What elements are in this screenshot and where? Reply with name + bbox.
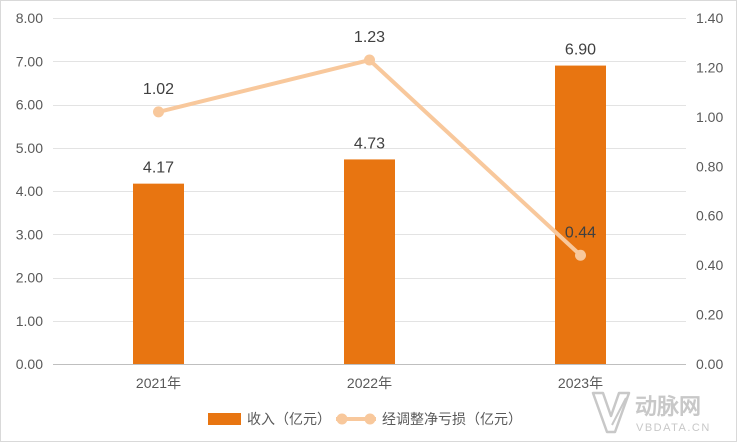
line-series [153,54,586,261]
bar [555,65,606,364]
x-tick-label: 2021年 [136,375,181,391]
legend-label-bar: 收入（亿元） [247,411,331,427]
right-tick-label: 0.80 [696,158,723,174]
bar-data-label: 4.73 [354,135,385,152]
left-tick-label: 2.00 [16,270,43,286]
legend-label-line: 经调整净亏损（亿元） [382,411,522,427]
bar-series [133,65,606,364]
right-tick-label: 0.20 [696,307,723,323]
left-tick-label: 6.00 [16,97,43,113]
right-axis-ticks: 0.00 0.20 0.40 0.60 0.80 1.00 1.20 1.40 [696,10,723,372]
x-tick-label: 2022年 [347,375,392,391]
x-tick-label: 2023年 [558,375,603,391]
left-tick-label: 5.00 [16,140,43,156]
vbdata-logo-icon: 动脉网 VBDATA.CN [591,391,711,434]
line-data-label: 0.44 [565,224,596,241]
bar [344,159,395,364]
x-axis-ticks: 2021年 2022年 2023年 [136,375,603,391]
legend-marker-line [336,413,348,425]
right-tick-label: 0.60 [696,208,723,224]
line-point [575,249,586,261]
legend-item-line: 经调整净亏损（亿元） [336,411,522,427]
left-tick-label: 8.00 [16,10,43,26]
right-tick-label: 1.20 [696,59,723,75]
bar-data-label: 4.17 [143,160,174,177]
left-tick-label: 0.00 [16,356,43,372]
line-data-label: 1.02 [143,81,174,98]
left-axis-ticks: 0.00 1.00 2.00 3.00 4.00 5.00 6.00 7.00 8.00 [16,10,43,372]
legend-marker-line [364,413,376,425]
watermark: 动脉网 VBDATA.CN [591,391,711,434]
bar [133,183,184,364]
right-tick-label: 0.40 [696,257,723,273]
watermark-subtitle: VBDATA.CN [636,422,711,434]
left-tick-label: 7.00 [16,53,43,69]
left-tick-label: 4.00 [16,183,43,199]
legend-swatch-bar [208,413,241,425]
legend-item-bar: 收入（亿元） [208,411,331,427]
vbdata-mark-stroke-icon [611,397,627,426]
line-point [153,106,164,118]
legend: 收入（亿元） 经调整净亏损（亿元） [208,411,522,427]
right-tick-label: 1.00 [696,109,723,125]
vbdata-mark-icon [591,391,631,434]
right-tick-label: 0.00 [696,356,723,372]
left-tick-label: 3.00 [16,226,43,242]
left-tick-label: 1.00 [16,313,43,329]
right-tick-label: 1.40 [696,10,723,26]
watermark-title: 动脉网 [635,394,701,419]
data-labels: 4.17 4.73 6.90 1.02 1.23 0.44 [143,29,596,241]
line-data-label: 1.23 [354,29,385,46]
bar-data-label: 6.90 [565,42,596,59]
line-point [364,54,375,66]
